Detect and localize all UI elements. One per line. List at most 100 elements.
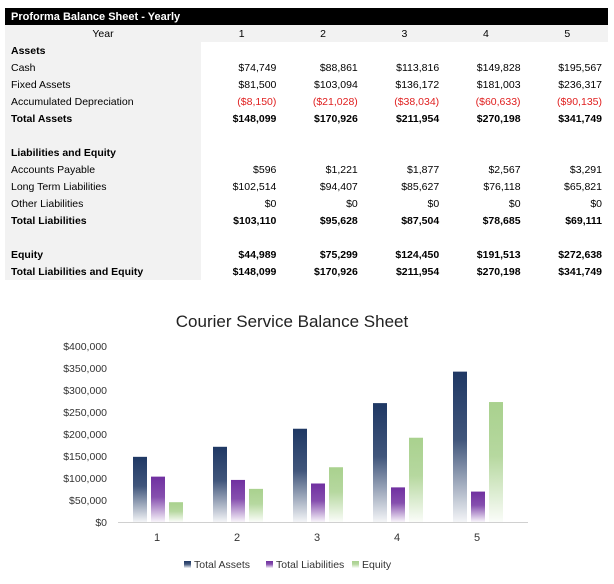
row-label: Total Liabilities — [5, 212, 201, 229]
row-label: Accounts Payable — [5, 161, 201, 178]
row-label — [5, 127, 201, 144]
bar-total-liabilities — [391, 487, 405, 522]
chart-title: Courier Service Balance Sheet — [176, 312, 409, 331]
row-value: $0 — [264, 197, 277, 210]
row-value: ($8,150) — [237, 95, 277, 108]
row-value — [527, 42, 608, 59]
row-label: Accumulated Depreciation — [5, 93, 201, 110]
row-value: $0 — [508, 197, 521, 210]
row-value: $124,450 — [395, 248, 440, 261]
table-row — [5, 127, 608, 144]
table-row: Total Assets $148,099 $170,926 $211,954 $270… — [5, 110, 608, 127]
legend-label: Total Liabilities — [276, 559, 344, 571]
bar-total-assets — [213, 446, 227, 522]
row-value: $0 — [346, 197, 358, 210]
row-value — [527, 144, 608, 161]
row-value: $1,877 — [407, 163, 440, 176]
y-tick-label: $0 — [95, 517, 107, 529]
row-value: $149,828 — [476, 61, 521, 74]
x-tick-label: 3 — [314, 532, 320, 544]
y-tick-label: $350,000 — [63, 363, 107, 375]
x-tick-label: 2 — [234, 532, 240, 544]
row-value — [445, 42, 526, 59]
row-value: ($90,135) — [557, 95, 602, 108]
row-value: $88,861 — [319, 61, 358, 74]
balance-table: Year 1 2 3 4 5 Assets Cash $74,749 $88,861 $… — [5, 25, 608, 280]
bar-total-liabilities — [471, 491, 485, 522]
bar-total-assets — [293, 428, 307, 522]
bar-total-liabilities — [151, 476, 165, 522]
sheet-title: Proforma Balance Sheet - Yearly — [5, 8, 608, 25]
row-value — [445, 127, 526, 144]
table-row — [5, 229, 608, 246]
row-value: $170,926 — [313, 112, 358, 125]
row-value: $95,628 — [319, 214, 358, 227]
row-value — [201, 42, 282, 59]
x-tick-label: 5 — [474, 532, 480, 544]
table-row: Cash $74,749 $88,861 $113,816 $149,828 $195,5… — [5, 59, 608, 76]
row-value: $65,821 — [564, 180, 602, 193]
table-row: Accumulated Depreciation ($8,150) ($21,028… — [5, 93, 608, 110]
row-value — [527, 229, 608, 246]
bar-total-liabilities — [231, 479, 245, 522]
row-value — [201, 229, 282, 246]
row-value: $148,099 — [232, 265, 277, 278]
row-value: $0 — [427, 197, 440, 210]
table-row: Long Term Liabilities $102,514 $94,407 $85,… — [5, 178, 608, 195]
row-value: ($60,633) — [475, 95, 521, 108]
row-value: $102,514 — [232, 180, 277, 193]
bar-total-liabilities — [311, 483, 325, 522]
x-tick-label: 1 — [154, 532, 160, 544]
table-row: Total Liabilities $103,110 $95,628 $87,504 $… — [5, 212, 608, 229]
row-value: $87,504 — [401, 214, 440, 227]
row-value: $596 — [253, 163, 277, 176]
row-value — [364, 229, 445, 246]
row-value: $85,627 — [401, 180, 440, 193]
row-value: $341,749 — [558, 265, 602, 278]
year-1: 1 — [201, 25, 283, 42]
legend-swatch — [184, 561, 191, 568]
row-value: $94,407 — [319, 180, 358, 193]
balance-chart: Courier Service Balance Sheet $0 $50,000 $… — [63, 312, 528, 571]
bar-equity — [489, 402, 503, 522]
row-value: $75,299 — [319, 248, 358, 261]
row-value: $0 — [590, 197, 602, 210]
x-tick-label: 4 — [394, 532, 400, 544]
row-label: Other Liabilities — [5, 195, 201, 212]
row-value: $74,749 — [238, 61, 277, 74]
row-label: Liabilities and Equity — [5, 144, 201, 161]
bar-total-assets — [373, 403, 387, 522]
row-value: $78,685 — [482, 214, 521, 227]
y-tick-label: $150,000 — [63, 451, 107, 463]
row-label: Long Term Liabilities — [5, 178, 201, 195]
row-value: $113,816 — [396, 61, 440, 74]
row-value: $148,099 — [232, 112, 277, 125]
row-label: Total Liabilities and Equity — [5, 263, 201, 280]
row-value — [282, 42, 363, 59]
table-row: Equity $44,989 $75,299 $124,450 $191,513 $272… — [5, 246, 608, 263]
row-value: $103,094 — [313, 78, 358, 91]
table-row: Accounts Payable $596 $1,221 $1,877 $2,567 $3… — [5, 161, 608, 178]
row-value: $236,317 — [558, 78, 602, 91]
row-value: $272,638 — [558, 248, 602, 261]
row-value — [445, 144, 526, 161]
row-value — [201, 144, 282, 161]
row-value: $44,989 — [238, 248, 277, 261]
year-label: Year — [5, 25, 201, 42]
row-label — [5, 229, 201, 246]
y-tick-label: $200,000 — [63, 429, 107, 441]
row-value: $341,749 — [558, 112, 602, 125]
legend-swatch — [352, 561, 359, 568]
year-3: 3 — [363, 25, 446, 42]
row-value: $69,111 — [565, 214, 602, 227]
bar-equity — [329, 467, 343, 522]
row-value — [282, 127, 363, 144]
row-label: Equity — [5, 246, 201, 263]
row-value: $76,118 — [483, 180, 521, 193]
row-value: $191,513 — [476, 248, 521, 261]
y-tick-label: $400,000 — [63, 341, 107, 353]
row-value: $181,003 — [476, 78, 521, 91]
row-value: $3,291 — [569, 163, 602, 176]
row-value: ($38,034) — [394, 95, 440, 108]
row-label: Fixed Assets — [5, 76, 201, 93]
